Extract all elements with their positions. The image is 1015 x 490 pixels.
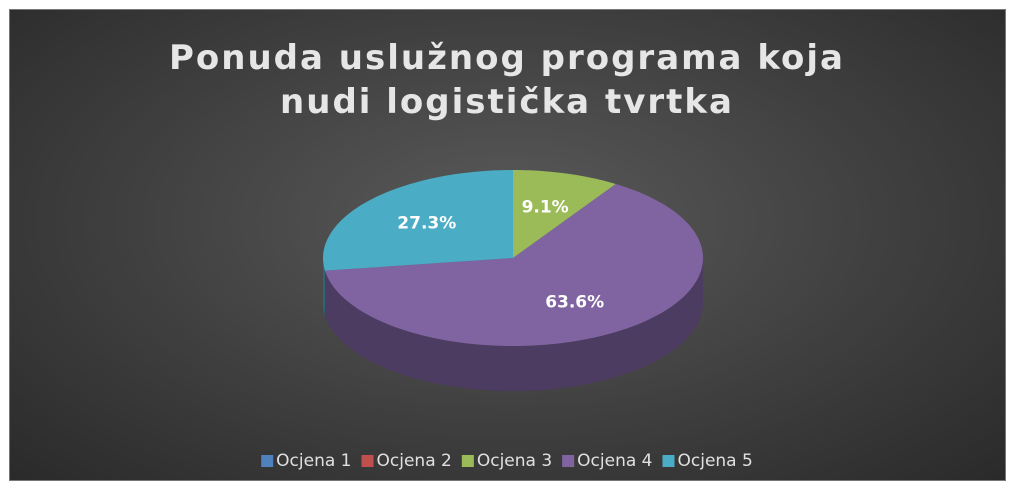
data-label: 63.6% [545, 292, 604, 312]
pie-slice [323, 170, 513, 271]
pie-sides [323, 258, 703, 391]
legend-swatch [562, 455, 575, 467]
legend-label: Ocjena 2 [377, 451, 452, 471]
data-label: 27.3% [397, 213, 456, 233]
legend-swatch [461, 455, 474, 467]
legend-label: Ocjena 1 [276, 451, 351, 471]
legend: Ocjena 1 Ocjena 2 Ocjena 3 Ocjena 4 Ocjena 5 [261, 451, 753, 471]
pie-slice [324, 183, 703, 346]
legend-swatch [361, 455, 374, 467]
legend-label: Ocjena 5 [677, 451, 752, 471]
chart-title: Ponuda uslužnog programa koja nudi logis… [168, 38, 845, 122]
pie-slice [513, 170, 616, 258]
legend-swatch [662, 455, 675, 467]
pie-side [323, 258, 325, 316]
data-label: 9.1% [522, 197, 569, 217]
legend-label: Ocjena 4 [577, 451, 652, 471]
legend-swatch [261, 455, 274, 467]
pie-side [324, 258, 703, 391]
legend-label: Ocjena 3 [477, 451, 552, 471]
